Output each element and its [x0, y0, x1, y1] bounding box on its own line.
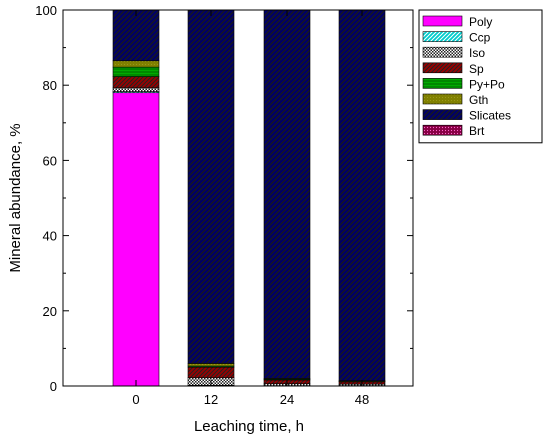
legend-label-gth: Gth: [469, 93, 488, 107]
legend-swatch-py-po: [423, 78, 462, 88]
bar-segment-poly-0: [113, 93, 159, 386]
legend-label-brt: Brt: [469, 124, 485, 138]
legend-label-iso: Iso: [469, 46, 485, 60]
legend-swatch-brt: [423, 125, 462, 135]
bar-segment-slicates-0: [113, 10, 159, 61]
x-tick-label-0: 0: [132, 392, 139, 407]
legend-label-py-po: Py+Po: [469, 77, 505, 91]
bar-segment-sp-0: [113, 77, 159, 88]
y-tick-label-20: 20: [43, 304, 57, 319]
bar-segment-sp-12: [188, 367, 234, 378]
legend-swatch-gth: [423, 94, 462, 104]
legend-label-slicates: Slicates: [469, 109, 511, 123]
bar-segment-gth-0: [113, 61, 159, 67]
y-tick-label-40: 40: [43, 229, 57, 244]
bar-segment-slicates-12: [188, 10, 234, 363]
legend-label-poly: Poly: [469, 15, 492, 29]
x-axis-label: Leaching time, h: [194, 418, 304, 435]
legend-swatch-iso: [423, 47, 462, 57]
legend-swatch-ccp: [423, 32, 462, 42]
legend-swatch-slicates: [423, 110, 462, 120]
legend-label-sp: Sp: [469, 62, 484, 76]
x-tick-label-24: 24: [280, 392, 294, 407]
x-tick-label-12: 12: [204, 392, 218, 407]
bar-segment-slicates-48: [339, 10, 385, 381]
bars-layer: [113, 10, 385, 386]
bar-segment-py-po-0: [113, 67, 159, 76]
legend-swatch-poly: [423, 16, 462, 26]
y-tick-label-60: 60: [43, 153, 57, 168]
legend-swatch-sp: [423, 63, 462, 73]
bar-segment-iso-0: [113, 88, 159, 92]
y-axis-label: Mineral abundance, %: [7, 123, 24, 272]
x-tick-label-48: 48: [355, 392, 369, 407]
bar-segment-slicates-24: [264, 10, 310, 378]
y-tick-label-80: 80: [43, 78, 57, 93]
bar-segment-gth-12: [188, 363, 234, 366]
legend-label-ccp: Ccp: [469, 31, 491, 45]
y-tick-label-0: 0: [50, 379, 57, 394]
y-tick-label-100: 100: [35, 3, 57, 18]
